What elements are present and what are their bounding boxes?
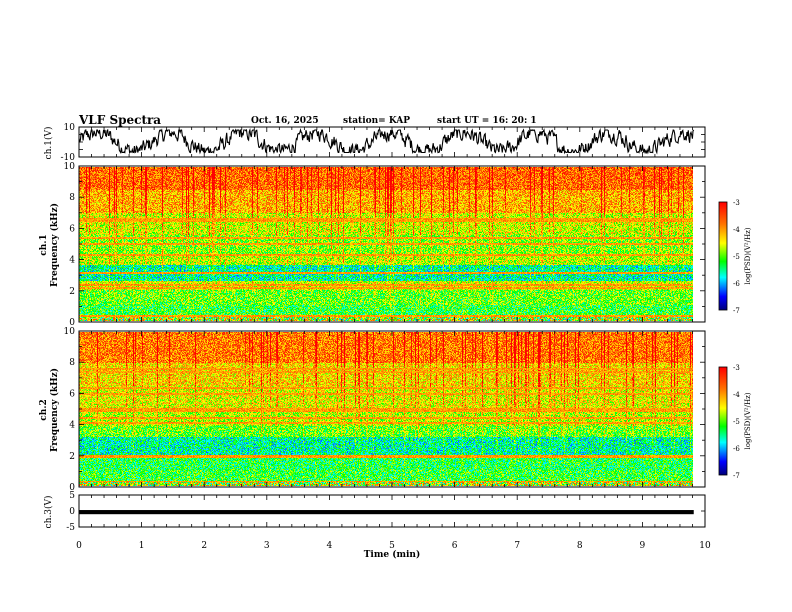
colorbar-tick-label: -6 <box>733 280 740 288</box>
x-tick-label: 4 <box>327 541 333 551</box>
y-tick-label: 0 <box>69 507 75 517</box>
ch1-volt-axis-label: ch.1(V) <box>43 127 54 160</box>
ch2-spectrogram-image <box>79 332 693 486</box>
colorbar-tick-label: -5 <box>733 418 740 426</box>
y-tick-label: 6 <box>69 224 75 234</box>
ch1-waveform-line <box>78 127 695 155</box>
x-tick-label: 2 <box>201 541 207 551</box>
y-tick-label: 8 <box>69 358 75 368</box>
y-tick-label: 4 <box>69 256 75 266</box>
ch2-spectrogram-panel <box>78 330 706 488</box>
x-tick-label: 8 <box>577 541 583 551</box>
x-tick-label: 7 <box>514 541 520 551</box>
ch1-channel-label: ch.1 <box>39 234 49 255</box>
colorbar-tick-label: -4 <box>733 391 740 399</box>
ch2-freq-axis-label: Frequency (kHz) <box>49 368 60 452</box>
x-tick-label: 5 <box>389 541 395 551</box>
ch2-channel-label: ch.2 <box>39 399 49 420</box>
y-tick-label: 0 <box>69 318 75 328</box>
colorbar-frame <box>718 366 728 476</box>
y-tick-label: 8 <box>69 193 75 203</box>
colorbar-tick-label: -6 <box>733 445 740 453</box>
y-tick-label: 10 <box>64 123 76 133</box>
colorbar-tick-label: -7 <box>733 472 740 480</box>
station-label: station= KAP <box>343 116 411 126</box>
y-tick-label: 10 <box>64 162 76 172</box>
x-tick-label: 6 <box>452 541 458 551</box>
colorbar-tick-label: -5 <box>733 253 740 261</box>
x-tick-label: 3 <box>264 541 270 551</box>
x-tick-label: 9 <box>640 541 646 551</box>
ch3-waveform-band <box>79 510 694 515</box>
x-tick-label: 0 <box>76 541 82 551</box>
ch1-spectrogram-image <box>79 167 693 321</box>
x-tick-label: 10 <box>699 541 711 551</box>
y-tick-label: -5 <box>66 523 75 533</box>
colorbar-tick-label: -4 <box>733 226 740 234</box>
y-tick-label: 4 <box>69 421 75 431</box>
ch1-freq-axis-label: Frequency (kHz) <box>49 203 60 287</box>
y-tick-label: 10 <box>64 327 76 337</box>
colorbar-tick-label: -3 <box>733 199 740 207</box>
y-tick-label: 5 <box>69 491 75 501</box>
ch2-colorbar <box>719 367 727 475</box>
colorbar-label: log(PSD)(V²/Hz) <box>744 392 752 449</box>
colorbar-tick-label: -3 <box>733 364 740 372</box>
y-tick-label: 2 <box>69 287 75 297</box>
colorbar-frame <box>718 201 728 311</box>
y-tick-label: 6 <box>69 389 75 399</box>
ch1-colorbar <box>719 202 727 310</box>
observation-date: Oct. 16, 2025 <box>251 116 319 126</box>
ch3-volt-axis-label: ch.3(V) <box>43 496 54 529</box>
colorbar-label: log(PSD)(V²/Hz) <box>744 227 752 284</box>
y-tick-label: -10 <box>61 153 76 163</box>
start-time-label: start UT = 16: 20: 1 <box>437 116 537 126</box>
y-tick-label: 2 <box>69 452 75 462</box>
chart-title: VLF Spectra <box>79 113 162 127</box>
ch1-spectrogram-panel <box>78 165 706 323</box>
colorbar-tick-label: -7 <box>733 307 740 315</box>
x-axis-title: Time (min) <box>364 549 421 560</box>
y-tick-label: 0 <box>69 483 75 493</box>
x-tick-label: 1 <box>139 541 145 551</box>
